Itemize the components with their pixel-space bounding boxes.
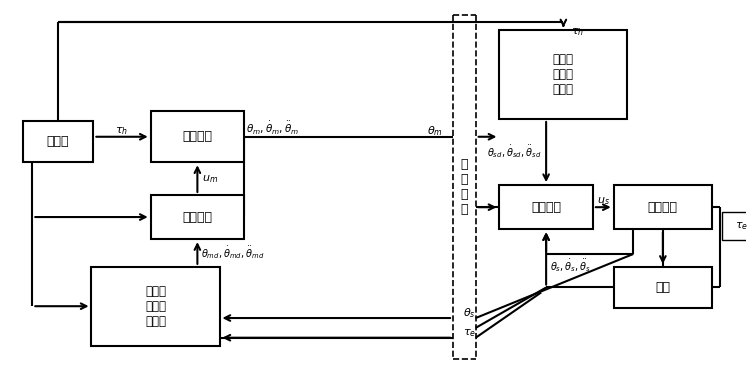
- Text: $\theta_s,\dot{\theta}_s,\ddot{\theta}_s$: $\theta_s,\dot{\theta}_s,\ddot{\theta}_s…: [550, 257, 591, 274]
- Text: $\tau_e$: $\tau_e$: [463, 327, 476, 339]
- Bar: [92, 267, 220, 346]
- Bar: [499, 30, 627, 119]
- Bar: [722, 212, 752, 240]
- Text: $\theta_{sd},\dot{\theta}_{sd},\ddot{\theta}_{sd}$: $\theta_{sd},\dot{\theta}_{sd},\ddot{\th…: [487, 144, 541, 160]
- Text: 从机器人: 从机器人: [648, 201, 678, 214]
- Text: 环境: 环境: [655, 281, 670, 294]
- Text: $u_s$: $u_s$: [597, 195, 610, 207]
- Text: 主控制器: 主控制器: [183, 211, 212, 224]
- Text: $\theta_m,\dot{\theta}_m,\ddot{\theta}_m$: $\theta_m,\dot{\theta}_m,\ddot{\theta}_m…: [246, 120, 299, 137]
- Text: $\theta_{md},\dot{\theta}_{md},\ddot{\theta}_{md}$: $\theta_{md},\dot{\theta}_{md},\ddot{\th…: [202, 245, 265, 261]
- Bar: [150, 111, 244, 162]
- Text: 从控制器: 从控制器: [531, 201, 561, 214]
- Bar: [614, 267, 712, 308]
- Text: $\tau_h$: $\tau_h$: [572, 27, 584, 38]
- Text: 通
信
通
道: 通 信 通 道: [461, 158, 468, 216]
- Text: $\theta_s$: $\theta_s$: [463, 306, 475, 320]
- Text: 操作者: 操作者: [47, 135, 69, 148]
- Text: 主端理
想轨迹
生成器: 主端理 想轨迹 生成器: [145, 285, 166, 328]
- Text: $u_m$: $u_m$: [202, 173, 218, 184]
- Text: 从端理
想轨迹
生成器: 从端理 想轨迹 生成器: [553, 53, 574, 96]
- Bar: [150, 195, 244, 239]
- Bar: [23, 121, 93, 162]
- Text: 主机器人: 主机器人: [183, 130, 212, 143]
- Text: $\tau_e$: $\tau_e$: [735, 220, 748, 232]
- Text: $\theta_m$: $\theta_m$: [427, 124, 443, 138]
- Text: $\tau_h$: $\tau_h$: [116, 125, 129, 137]
- Bar: [499, 185, 593, 229]
- Bar: [614, 185, 712, 229]
